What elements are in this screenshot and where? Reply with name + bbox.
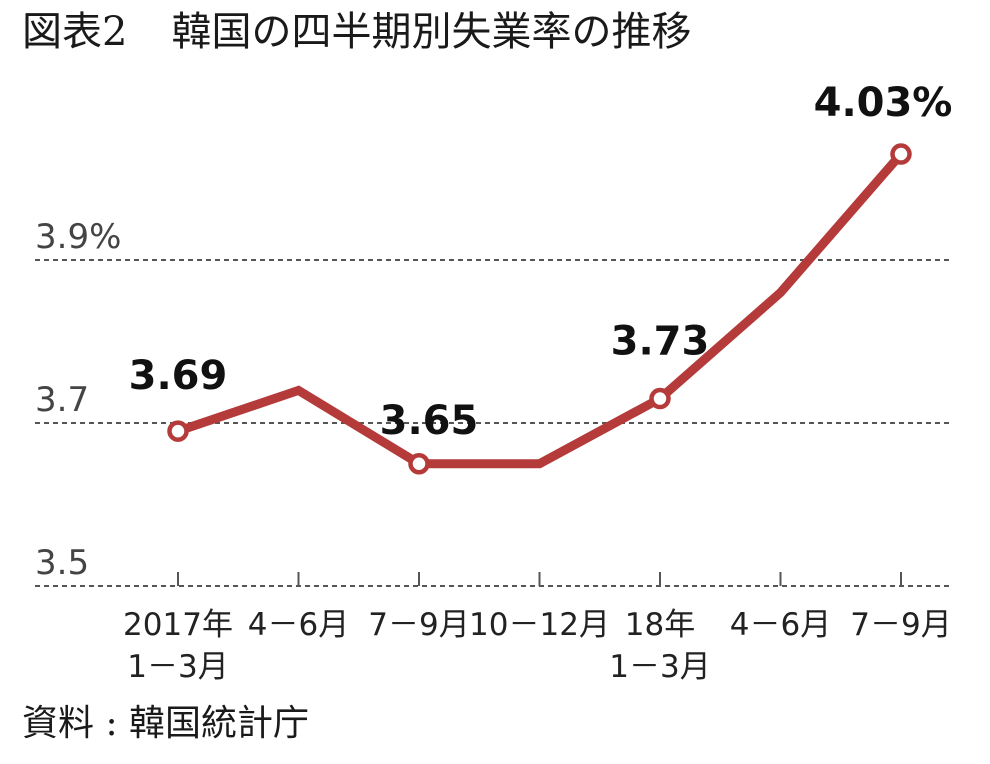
x-tick-label: 10－12月	[469, 607, 610, 643]
x-tick-label: 2017年	[123, 607, 233, 643]
y-tick-label: 3.9%	[35, 217, 121, 257]
data-point-marker	[649, 387, 671, 410]
series-line	[176, 151, 905, 469]
data-label: 4.03%	[814, 80, 953, 126]
source-note: 資料 : 韓国統計庁	[22, 703, 310, 744]
data-point-marker	[408, 453, 430, 475]
x-tick-label: 18年	[625, 607, 695, 643]
data-label: 3.69	[129, 353, 228, 399]
x-tick-label: 7－9月	[368, 607, 469, 643]
x-tick-label: 4－6月	[730, 607, 831, 643]
data-point-marker	[890, 143, 912, 165]
data-label: 3.65	[380, 398, 479, 444]
y-tick-label: 3.5	[35, 543, 89, 583]
x-tick-label: 1－3月	[127, 649, 228, 685]
title-text: 韓国の四半期別失業率の推移	[171, 9, 692, 55]
y-tick-label: 3.7	[35, 380, 89, 420]
chart-title: 図表2 韓国の四半期別失業率の推移	[22, 6, 691, 58]
data-label: 3.73	[611, 319, 710, 365]
data-point-marker	[167, 420, 189, 442]
x-tick-label: 7－9月	[850, 607, 951, 643]
figure-number: 図表2	[22, 9, 128, 55]
x-tick-label: 1－3月	[609, 649, 710, 685]
x-tick-label: 4－6月	[248, 607, 349, 643]
